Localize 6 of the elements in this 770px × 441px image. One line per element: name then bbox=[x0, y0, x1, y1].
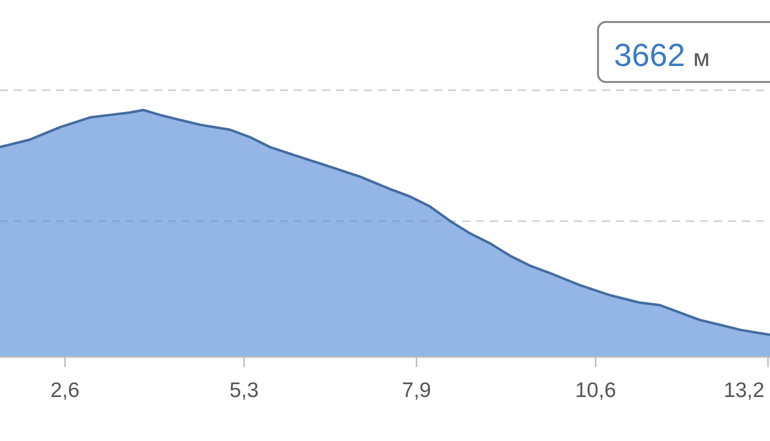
text: 3662 м bbox=[614, 37, 710, 73]
x-tick-label: 7,9 bbox=[402, 379, 432, 402]
x-tick-label: 13,2 bbox=[724, 379, 764, 402]
x-tick-label: 10,6 bbox=[575, 379, 616, 402]
x-tick-label: 2,6 bbox=[50, 379, 80, 402]
x-tick-label: 5,3 bbox=[229, 379, 259, 402]
